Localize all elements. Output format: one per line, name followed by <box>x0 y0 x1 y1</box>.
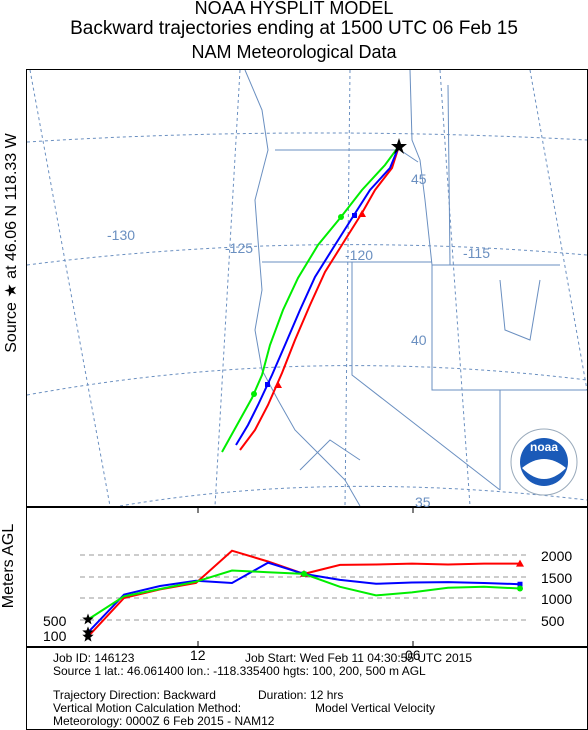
border-id <box>409 70 560 266</box>
noaa-logo-text: noaa <box>530 440 558 454</box>
source-info: Source 1 lat.: 46.061400 lon.: -118.3354… <box>53 664 426 678</box>
lon-line-115 <box>439 70 471 506</box>
lat-line-35 <box>119 485 587 506</box>
marker-square-map <box>265 382 270 387</box>
lake-outline <box>499 279 541 341</box>
marker-triangle-map <box>358 210 366 217</box>
noaa-logo: noaa <box>510 428 578 496</box>
height-marker-blue <box>517 581 523 587</box>
lat-line-40 <box>27 365 587 396</box>
map-trajectories <box>221 145 400 453</box>
map-base <box>27 70 587 506</box>
y-tick-1000: 1000 <box>541 591 572 607</box>
lat-line-45 <box>27 244 587 266</box>
height-marker-green <box>82 613 94 625</box>
height-marker-green <box>517 585 523 592</box>
border-mt <box>447 84 451 266</box>
chart-title: Backward trajectories ending at 1500 UTC… <box>70 18 518 39</box>
marker-triangle-map <box>274 381 282 388</box>
start-label-500: 500 <box>43 613 67 629</box>
lon-label-115: -115 <box>463 245 490 261</box>
height-marker-red <box>82 630 94 642</box>
y-tick-1500: 1500 <box>541 570 572 586</box>
lat-label-35: 35 <box>415 494 431 510</box>
coastline <box>244 70 361 506</box>
lat-label-45: 45 <box>411 171 427 187</box>
trajectory-map-blue <box>235 145 400 446</box>
vertical-method: Vertical Motion Calculation Method: <box>53 701 242 715</box>
lon-label-130: -130 <box>107 227 135 243</box>
lon-line-125 <box>214 70 241 506</box>
coast-detail <box>299 439 361 471</box>
height-line-green <box>87 569 521 621</box>
marker-circle-map <box>338 214 344 220</box>
y-tick-500: 500 <box>541 613 565 629</box>
height-line-red <box>87 549 520 638</box>
start-label-100: 100 <box>43 628 67 644</box>
meteorology: Meteorology: 0000Z 6 Feb 2015 - NAM12 <box>53 714 275 728</box>
height-grid <box>80 554 530 621</box>
trajectory-direction: Trajectory Direction: Backward <box>53 688 216 702</box>
height-marker-blue <box>82 626 94 638</box>
height-marker-green <box>301 570 307 577</box>
height-series <box>82 549 524 642</box>
border-nv-ut <box>431 265 501 490</box>
vertical-method-value: Model Vertical Velocity <box>315 701 436 715</box>
map-labels: -130 -125 -120 -115 45 40 35 <box>107 171 490 510</box>
lon-line-130 <box>29 70 111 506</box>
job-start: Job Start: Wed Feb 11 04:30:55 UTC 2015 <box>245 651 473 665</box>
lon-label-120: -120 <box>345 247 373 263</box>
lon-line-120 <box>344 70 351 506</box>
trajectory-map-green <box>221 145 400 453</box>
border-ca-nv <box>351 262 501 491</box>
x-tick-06: 06 <box>405 647 421 663</box>
data-source-title: NAM Meteorological Data <box>191 42 397 62</box>
job-id: Job ID: 146123 <box>53 651 135 665</box>
lon-line-110 <box>529 70 587 391</box>
duration: Duration: 12 hrs <box>258 688 344 702</box>
x-tick-12: 12 <box>190 647 206 663</box>
trajectory-map-red <box>239 145 400 451</box>
y-tick-2000: 2000 <box>541 548 572 564</box>
lon-label-125: -125 <box>225 240 253 256</box>
marker-square-map <box>352 213 357 218</box>
lat-label-40: 40 <box>411 332 427 348</box>
lat-line-50 <box>27 132 587 143</box>
source-star-icon <box>391 138 407 154</box>
height-marker-red <box>516 559 524 567</box>
marker-circle-map <box>251 391 257 397</box>
model-title: NOAA HYSPLIT MODEL <box>194 0 394 18</box>
